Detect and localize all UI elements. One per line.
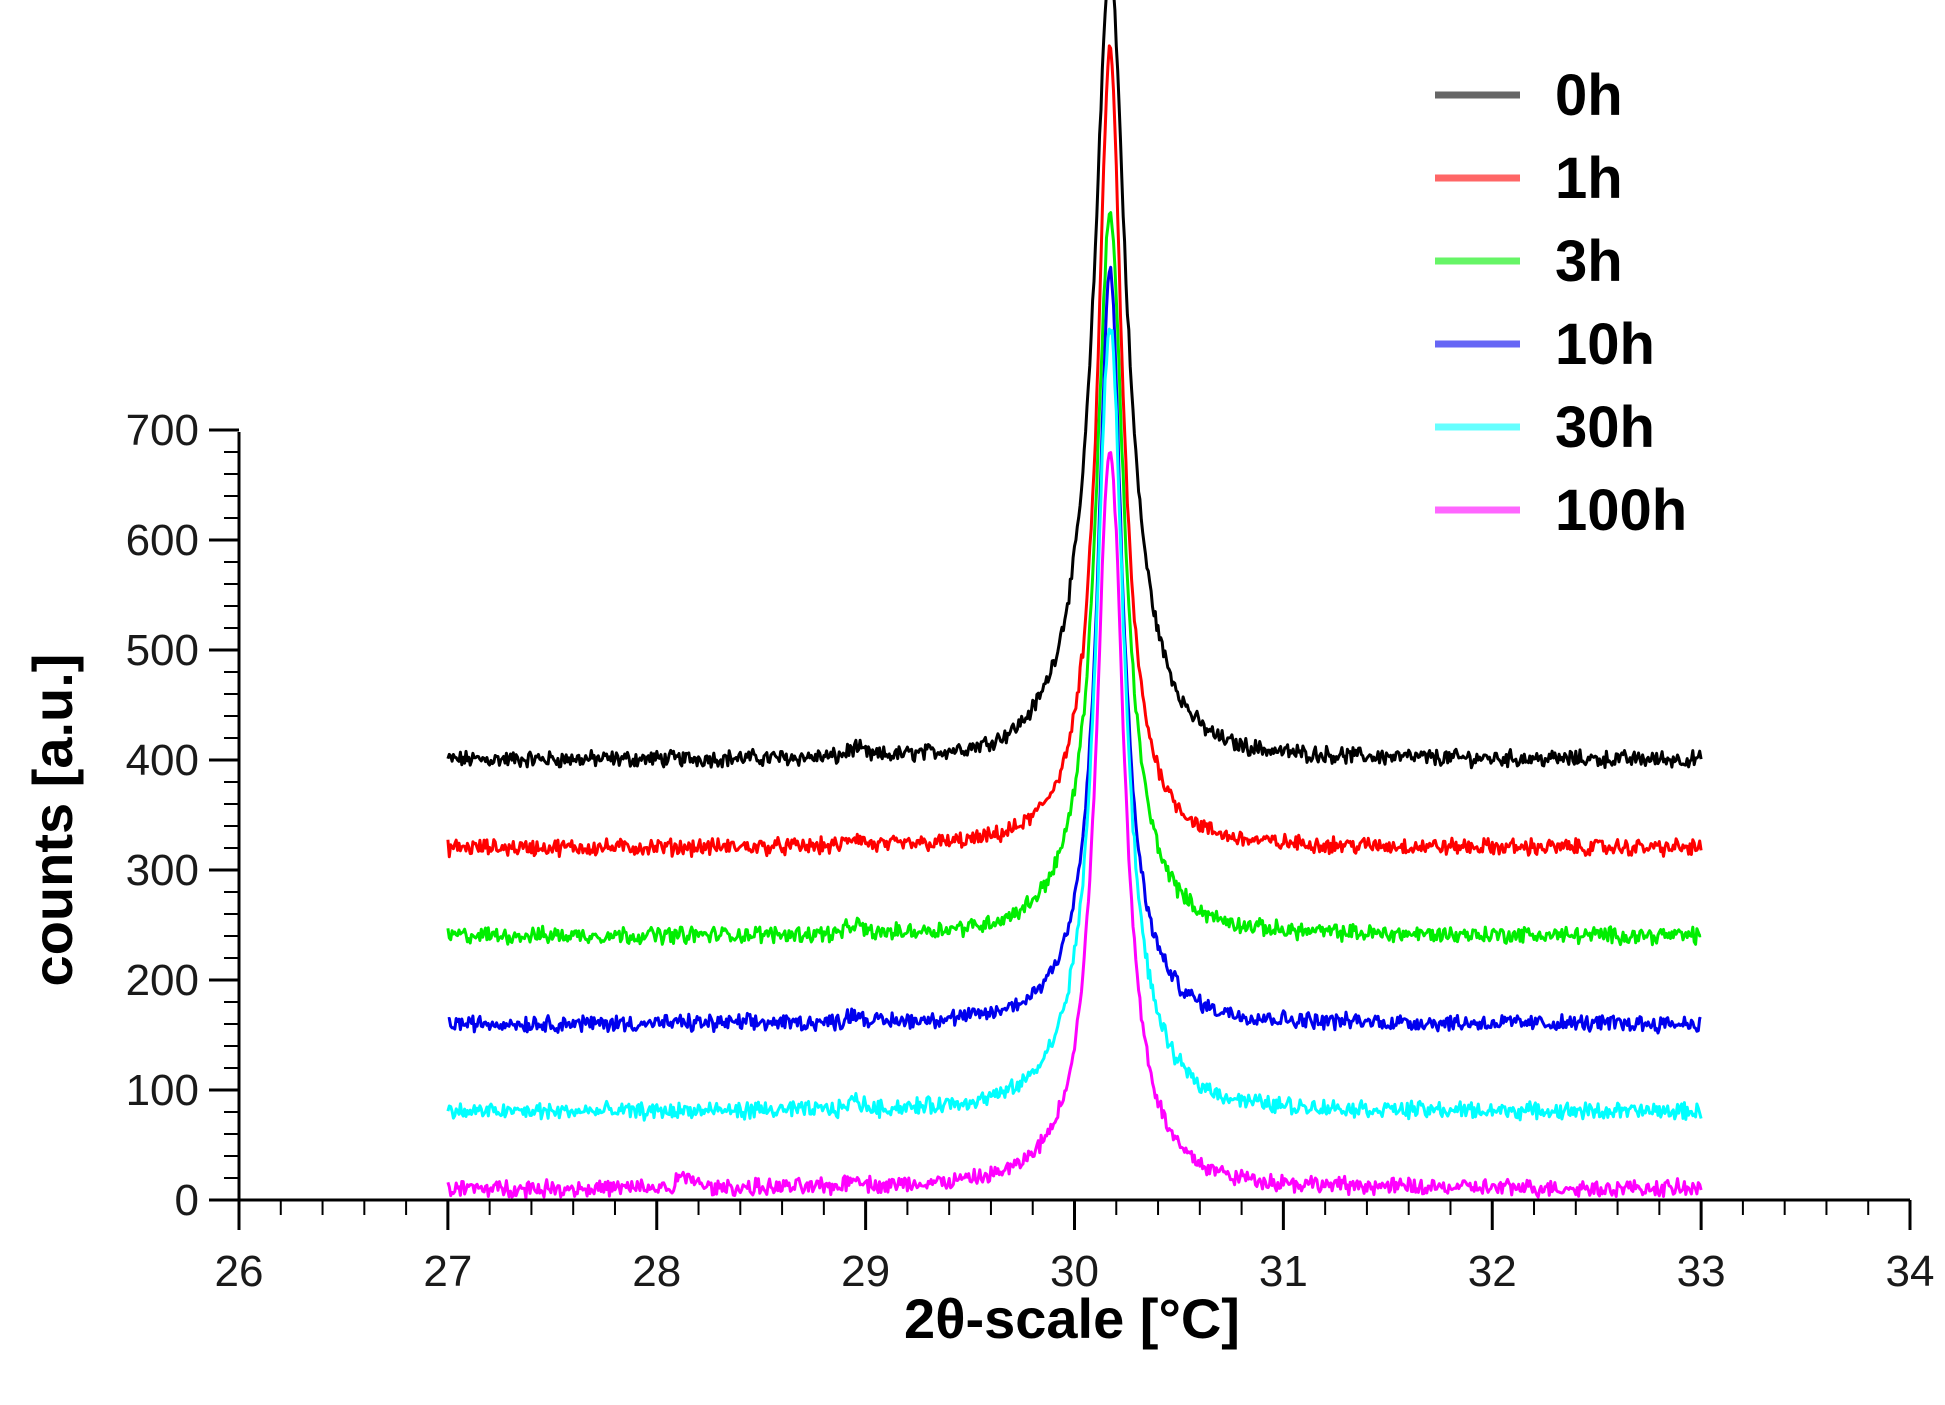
y-tick-label: 0 [175, 1176, 199, 1225]
y-tick-label: 400 [126, 736, 199, 785]
series-line-3h [446, 211, 1702, 947]
x-tick-label: 30 [1050, 1247, 1099, 1296]
series-line-100h [446, 451, 1703, 1200]
y-axis-title: counts [a.u.] [21, 654, 84, 987]
x-axis-title: 2θ-scale [°C] [904, 1287, 1240, 1350]
y-tick-label: 700 [126, 406, 199, 455]
series-line-10h [447, 265, 1702, 1035]
series-line-0h [446, 0, 1703, 770]
y-tick-label: 100 [126, 1066, 199, 1115]
series-line-1h [446, 44, 1703, 859]
legend-label-0h: 0h [1555, 63, 1623, 128]
x-tick-label: 34 [1886, 1247, 1935, 1296]
legend-label-100h: 100h [1555, 478, 1687, 543]
x-tick-label: 29 [841, 1247, 890, 1296]
legend-label-10h: 10h [1555, 312, 1655, 377]
y-tick-label: 300 [126, 846, 199, 895]
x-tick-label: 31 [1259, 1247, 1308, 1296]
x-tick-label: 32 [1468, 1247, 1517, 1296]
legend: 0h 1h 3h 10h 30h 100h [1435, 63, 1687, 543]
x-tick-label: 26 [215, 1247, 264, 1296]
x-tick-label: 33 [1677, 1247, 1726, 1296]
x-tick-label: 27 [423, 1247, 472, 1296]
x-tick-label: 28 [632, 1247, 681, 1296]
legend-label-30h: 30h [1555, 395, 1655, 460]
legend-label-1h: 1h [1555, 146, 1623, 211]
y-tick-label: 600 [126, 516, 199, 565]
series-line-30h [446, 327, 1703, 1122]
legend-label-3h: 3h [1555, 229, 1623, 294]
y-tick-label: 500 [126, 626, 199, 675]
tick-layer: 26 27 28 29 30 31 32 33 34 0 100 200 300 400 500 600 700 [126, 406, 1935, 1296]
series-layer [446, 0, 1703, 1200]
y-tick-label: 200 [126, 956, 199, 1005]
